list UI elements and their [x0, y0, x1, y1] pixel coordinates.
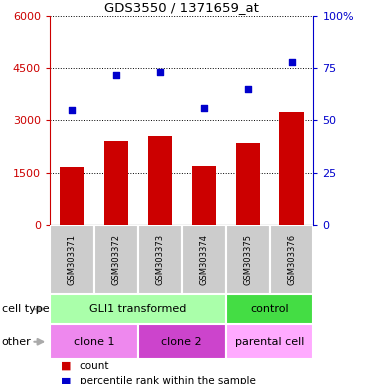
Bar — [138, 225, 182, 294]
Point — [289, 59, 295, 65]
Bar — [182, 225, 226, 294]
Text: GSM303373: GSM303373 — [155, 233, 164, 285]
Bar — [192, 166, 216, 225]
Bar — [138, 324, 226, 359]
Text: GSM303376: GSM303376 — [287, 233, 296, 285]
Title: GDS3550 / 1371659_at: GDS3550 / 1371659_at — [104, 0, 259, 13]
Bar — [226, 324, 313, 359]
Bar — [50, 225, 94, 294]
Text: percentile rank within the sample: percentile rank within the sample — [80, 376, 256, 384]
Bar — [50, 294, 226, 324]
Bar — [236, 143, 260, 225]
Text: ■: ■ — [61, 361, 72, 371]
Text: GLI1 transformed: GLI1 transformed — [89, 304, 187, 314]
Point — [69, 107, 75, 113]
Bar — [148, 136, 172, 225]
Text: clone 2: clone 2 — [161, 337, 202, 347]
Point — [245, 86, 251, 92]
Text: ■: ■ — [61, 376, 72, 384]
Bar — [104, 141, 128, 225]
Point — [157, 70, 163, 76]
Text: control: control — [250, 304, 289, 314]
Text: cell type: cell type — [2, 304, 49, 314]
Text: GSM303371: GSM303371 — [68, 234, 76, 285]
Bar — [226, 225, 270, 294]
Point — [113, 71, 119, 78]
Bar — [270, 225, 313, 294]
Point — [201, 105, 207, 111]
Text: GSM303372: GSM303372 — [111, 234, 121, 285]
Bar — [60, 167, 84, 225]
Text: count: count — [80, 361, 109, 371]
Text: other: other — [2, 337, 32, 347]
Bar — [226, 294, 313, 324]
Text: parental cell: parental cell — [235, 337, 304, 347]
Text: GSM303375: GSM303375 — [243, 234, 252, 285]
Text: GSM303374: GSM303374 — [199, 234, 208, 285]
Bar — [279, 112, 303, 225]
Bar — [94, 225, 138, 294]
Text: clone 1: clone 1 — [74, 337, 114, 347]
Bar — [50, 324, 138, 359]
